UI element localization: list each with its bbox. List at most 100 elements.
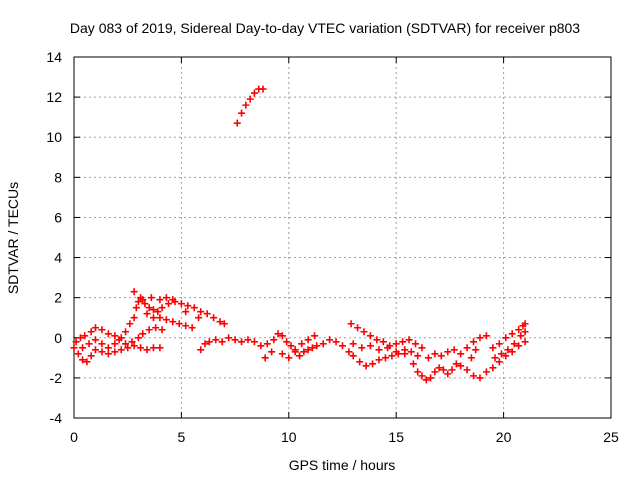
data-point [401, 350, 409, 358]
data-point [83, 358, 91, 366]
data-point [104, 344, 112, 352]
data-point [489, 364, 497, 372]
data-point [117, 346, 125, 354]
data-point [263, 340, 271, 348]
y-tick-label: 12 [46, 89, 62, 105]
data-point [448, 366, 456, 374]
data-point [482, 332, 490, 340]
data-point [143, 310, 151, 318]
data-point [238, 338, 246, 346]
data-point [188, 324, 196, 332]
data-point [158, 326, 166, 334]
y-axis-title: SDTVAR / TECUs [5, 182, 21, 294]
data-point [304, 346, 312, 354]
data-point [149, 306, 157, 314]
data-point [225, 334, 233, 342]
data-point [431, 368, 439, 376]
data-point [384, 344, 392, 352]
data-point [76, 334, 84, 342]
data-point [210, 314, 218, 322]
data-point [122, 340, 130, 348]
data-point [278, 332, 286, 340]
data-point [177, 300, 185, 308]
data-point [72, 338, 80, 346]
y-tick-label: 8 [54, 169, 62, 185]
axis-ticks: 0 5 10 15 20 25 -4 -2 0 2 4 6 8 10 12 14 [46, 49, 619, 445]
data-point [332, 338, 340, 346]
data-point [104, 330, 112, 338]
data-point [165, 300, 173, 308]
data-point [244, 336, 252, 344]
data-point [510, 340, 518, 348]
y-tick-label: 10 [46, 129, 62, 145]
data-point [91, 346, 99, 354]
data-point [347, 320, 355, 328]
data-point [407, 348, 415, 356]
data-point [132, 304, 140, 312]
data-point [156, 344, 164, 352]
data-point [366, 342, 374, 350]
x-axis-title: GPS time / hours [289, 457, 396, 473]
data-point [427, 374, 435, 382]
data-point [143, 346, 151, 354]
plot-frame [73, 56, 612, 419]
data-point [91, 324, 99, 332]
data-point [495, 340, 503, 348]
data-point [326, 336, 334, 344]
data-point [298, 340, 306, 348]
data-point [452, 360, 460, 368]
data-point [521, 328, 529, 336]
x-tick-label: 15 [388, 429, 404, 445]
data-point [296, 352, 304, 360]
data-point [349, 352, 357, 360]
data-point [495, 358, 503, 366]
data-point [147, 294, 155, 302]
data-point [212, 336, 220, 344]
data-point [304, 336, 312, 344]
data-point [502, 334, 510, 342]
data-point [457, 350, 465, 358]
y-tick-label: 4 [54, 250, 62, 266]
data-point [274, 330, 282, 338]
data-point [261, 354, 269, 362]
data-point [149, 344, 157, 352]
data-point [435, 364, 443, 372]
data-point [238, 109, 246, 117]
data-point [283, 338, 291, 346]
data-point [366, 332, 374, 340]
data-point [141, 300, 149, 308]
data-point [257, 342, 265, 350]
data-point [145, 304, 153, 312]
data-point [392, 340, 400, 348]
data-point [220, 320, 228, 328]
data-point [175, 320, 183, 328]
data-point [87, 328, 95, 336]
data-point [375, 346, 383, 354]
data-point [463, 366, 471, 374]
data-point [497, 350, 505, 358]
data-point [124, 344, 132, 352]
data-point [152, 324, 160, 332]
data-point [311, 332, 319, 340]
data-point [285, 354, 293, 362]
data-point [246, 95, 254, 103]
data-point [482, 368, 490, 376]
y-tick-label: -2 [50, 370, 63, 386]
data-point [379, 338, 387, 346]
data-point [126, 320, 134, 328]
data-point [242, 101, 250, 109]
data-point [439, 366, 447, 374]
data-point [270, 336, 278, 344]
data-point [216, 318, 224, 326]
data-point [444, 348, 452, 356]
data-point [250, 338, 258, 346]
data-point [259, 85, 267, 93]
x-tick-label: 10 [281, 429, 297, 445]
data-point [476, 334, 484, 342]
data-point [201, 340, 209, 348]
data-point [117, 334, 125, 342]
data-point [345, 348, 353, 356]
data-point [111, 340, 119, 348]
x-tick-label: 5 [178, 429, 186, 445]
